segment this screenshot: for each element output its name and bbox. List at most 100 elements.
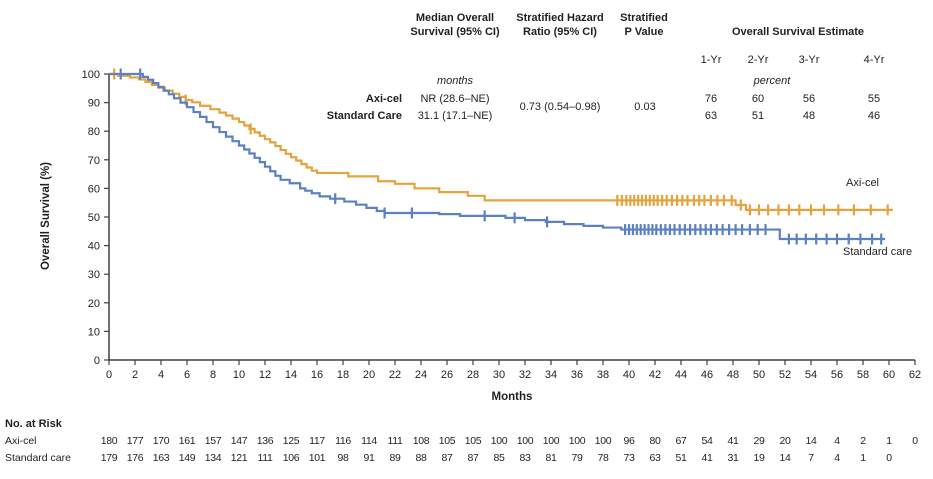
at-risk-value: 54 [701, 435, 713, 447]
y-tick-label: 40 [88, 241, 100, 253]
curve-label-standard-care: Standard care [843, 246, 913, 258]
at-risk-value: 114 [361, 435, 377, 447]
x-tick-label: 24 [415, 369, 427, 381]
at-risk-value: 177 [126, 435, 144, 447]
at-risk-value: 63 [649, 452, 661, 464]
at-risk-value: 85 [493, 452, 505, 464]
at-risk-value: 80 [649, 435, 661, 447]
estimate-standard-3yr: 48 [802, 110, 816, 122]
x-tick-label: 26 [441, 369, 453, 381]
at-risk-value: 100 [594, 435, 612, 447]
at-risk-value: 91 [363, 452, 375, 464]
at-risk-value: 161 [178, 435, 196, 447]
y-tick-label: 60 [88, 183, 100, 195]
at-risk-value: 134 [204, 452, 222, 464]
y-tick-label: 70 [88, 155, 100, 167]
at-risk-value: 98 [337, 452, 349, 464]
hazard-ratio-value: 0.73 (0.54–0.98) [519, 101, 601, 113]
at-risk-value: 136 [256, 435, 274, 447]
estimate-col-1yr: 1-Yr [700, 54, 722, 66]
x-tick-label: 30 [493, 369, 505, 381]
at-risk-value: 149 [178, 452, 196, 464]
at-risk-value: 179 [100, 452, 118, 464]
estimate-axicel-1yr: 76 [704, 93, 718, 105]
at-risk-value: 147 [230, 435, 248, 447]
x-tick-label: 54 [805, 369, 817, 381]
y-tick-label: 30 [88, 269, 100, 281]
at-risk-value: 100 [516, 435, 534, 447]
x-tick-label: 38 [597, 369, 609, 381]
at-risk-value: 101 [308, 452, 326, 464]
at-risk-value: 105 [438, 435, 456, 447]
at-risk-value: 117 [309, 435, 325, 447]
estimate-standard-1yr: 63 [704, 110, 718, 122]
y-tick-label: 20 [88, 298, 100, 310]
at-risk-value: 51 [675, 452, 687, 464]
x-tick-label: 16 [311, 369, 323, 381]
at-risk-title: No. at Risk [5, 418, 62, 430]
median-os-axicel: NR (28.6–NE) [420, 93, 490, 105]
y-tick-label: 50 [88, 212, 100, 224]
at-risk-value: 67 [675, 435, 687, 447]
estimate-standard-4yr: 46 [867, 110, 881, 122]
at-risk-value: 170 [152, 435, 170, 447]
x-tick-label: 2 [132, 369, 138, 381]
at-risk-value: 1 [860, 452, 866, 464]
at-risk-value: 41 [701, 452, 713, 464]
at-risk-value: 100 [490, 435, 508, 447]
at-risk-label-standard-care: Standard care [5, 452, 71, 464]
at-risk-value: 83 [519, 452, 531, 464]
at-risk-value: 81 [545, 452, 557, 464]
at-risk-value: 1 [886, 435, 892, 447]
at-risk-value: 89 [389, 452, 401, 464]
x-tick-label: 12 [259, 369, 271, 381]
x-tick-label: 32 [519, 369, 531, 381]
at-risk-value: 106 [282, 452, 300, 464]
column-header-median-os: Median Overall Survival (95% CI) [410, 12, 500, 38]
at-risk-value: 96 [623, 435, 635, 447]
at-risk-value: 4 [834, 452, 840, 464]
x-tick-label: 52 [779, 369, 791, 381]
x-tick-label: 8 [210, 369, 216, 381]
y-tick-label: 80 [88, 126, 100, 138]
at-risk-value: 100 [542, 435, 560, 447]
at-risk-value: 4 [834, 435, 840, 447]
at-risk-value: 111 [257, 452, 273, 464]
units-months: months [436, 75, 474, 87]
at-risk-value: 100 [568, 435, 586, 447]
y-tick-label: 90 [88, 98, 100, 110]
at-risk-value: 31 [727, 452, 739, 464]
x-tick-label: 4 [158, 369, 164, 381]
km-curve-standard-care [109, 72, 886, 241]
x-tick-label: 0 [106, 369, 112, 381]
y-axis-title: Overall Survival (%) [40, 161, 52, 271]
x-tick-label: 40 [623, 369, 635, 381]
units-percent: percent [753, 75, 791, 87]
at-risk-value: 78 [597, 452, 609, 464]
at-risk-value: 125 [282, 435, 300, 447]
at-risk-value: 19 [753, 452, 765, 464]
estimate-standard-2yr: 51 [751, 110, 765, 122]
at-risk-value: 180 [100, 435, 118, 447]
at-risk-value: 14 [779, 452, 791, 464]
x-tick-label: 10 [233, 369, 245, 381]
estimate-col-2yr: 2-Yr [747, 54, 769, 66]
at-risk-value: 29 [753, 435, 765, 447]
row-label-axicel: Axi-cel [365, 93, 402, 105]
x-tick-label: 58 [857, 369, 869, 381]
at-risk-value: 111 [387, 435, 403, 447]
at-risk-value: 105 [464, 435, 482, 447]
at-risk-value: 157 [204, 435, 222, 447]
at-risk-value: 0 [912, 435, 918, 447]
x-tick-label: 42 [649, 369, 661, 381]
x-tick-label: 36 [571, 369, 583, 381]
y-tick-label: 100 [82, 69, 100, 81]
x-tick-label: 6 [184, 369, 190, 381]
at-risk-value: 7 [808, 452, 814, 464]
column-header-os-estimate: Overall Survival Estimate [731, 26, 865, 38]
at-risk-value: 176 [126, 452, 144, 464]
estimate-col-4yr: 4-Yr [863, 54, 885, 66]
column-header-hazard-ratio: Stratified Hazard Ratio (95% CI) [516, 12, 604, 38]
x-tick-label: 22 [389, 369, 401, 381]
